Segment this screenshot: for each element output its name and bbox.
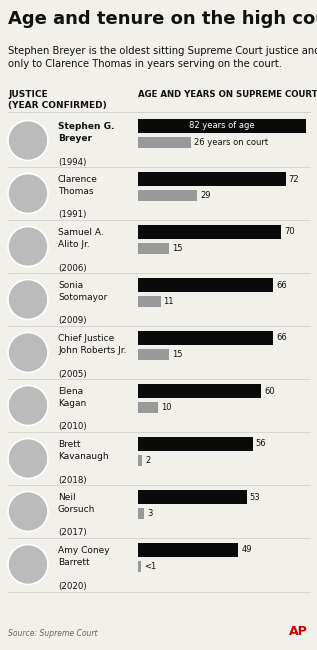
Bar [138,490,247,504]
Bar [138,543,238,557]
Text: 15: 15 [172,244,182,253]
Text: Clarence
Thomas: Clarence Thomas [58,176,98,196]
Text: 66: 66 [276,333,287,343]
Circle shape [8,333,48,372]
Bar [138,172,286,186]
Bar [138,437,253,451]
Text: (2020): (2020) [58,582,87,590]
Text: 72: 72 [288,174,299,183]
Text: Neil
Gorsuch: Neil Gorsuch [58,493,95,514]
Text: Amy Coney
Barrett: Amy Coney Barrett [58,547,110,567]
Bar [138,243,169,254]
Text: Source: Supreme Court: Source: Supreme Court [8,629,98,638]
Text: 26 years on court: 26 years on court [194,138,268,147]
Circle shape [8,174,48,213]
Text: <1: <1 [144,562,156,571]
Circle shape [8,491,48,532]
Text: JUSTICE
(YEAR CONFIRMED): JUSTICE (YEAR CONFIRMED) [8,90,107,110]
Text: Samuel A.
Alito Jr.: Samuel A. Alito Jr. [58,228,104,248]
Text: 29: 29 [200,191,211,200]
Text: (2009): (2009) [58,317,87,326]
Text: AGE AND YEARS ON SUPREME COURT: AGE AND YEARS ON SUPREME COURT [138,90,317,99]
Text: 2: 2 [145,456,150,465]
Bar [138,508,144,519]
Circle shape [8,226,48,266]
Text: 70: 70 [284,227,295,237]
Circle shape [8,385,48,426]
Text: Sonia
Sotomayor: Sonia Sotomayor [58,281,107,302]
Text: Elena
Kagan: Elena Kagan [58,387,86,408]
Text: 66: 66 [276,281,287,289]
Text: Chief Justice
John Roberts Jr.: Chief Justice John Roberts Jr. [58,335,126,354]
Text: (2017): (2017) [58,528,87,538]
Text: Stephen Breyer is the oldest sitting Supreme Court justice and is second
only to: Stephen Breyer is the oldest sitting Sup… [8,46,317,69]
Text: (1991): (1991) [58,211,86,220]
Bar [138,561,141,572]
Text: (2010): (2010) [58,422,87,432]
Circle shape [8,120,48,161]
Text: 56: 56 [256,439,266,448]
Circle shape [8,439,48,478]
Text: 60: 60 [264,387,275,395]
Text: (2006): (2006) [58,263,87,272]
Text: 15: 15 [172,350,182,359]
Text: (2005): (2005) [58,369,87,378]
Bar [138,137,191,148]
Text: (1994): (1994) [58,157,86,166]
Text: Age and tenure on the high court: Age and tenure on the high court [8,10,317,28]
Bar [138,278,273,292]
Text: Stephen G.
Breyer: Stephen G. Breyer [58,122,114,142]
Bar [138,225,281,239]
Bar [138,331,273,345]
Text: 10: 10 [161,403,172,412]
Text: 3: 3 [147,509,152,518]
Bar [138,296,160,307]
Bar [138,190,197,201]
Circle shape [8,280,48,320]
Text: AP: AP [289,625,308,638]
Circle shape [8,545,48,584]
Bar [138,349,169,360]
Text: 53: 53 [249,493,260,502]
Text: (2018): (2018) [58,476,87,484]
Text: 11: 11 [164,297,174,306]
Text: 82 years of age: 82 years of age [189,122,255,131]
Text: Brett
Kavanaugh: Brett Kavanaugh [58,441,109,461]
Bar [138,384,261,398]
Bar [138,119,306,133]
Bar [138,455,142,466]
Text: 49: 49 [241,545,252,554]
Bar [138,402,158,413]
